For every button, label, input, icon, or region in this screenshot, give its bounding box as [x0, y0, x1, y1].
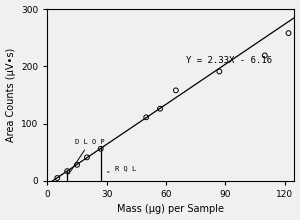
Point [85, 156, 89, 159]
Point [158, 107, 162, 110]
Point [65, 169, 70, 173]
Text: D L O P: D L O P [69, 139, 105, 174]
Text: Y = 2.33X - 6.16: Y = 2.33X - 6.16 [186, 56, 272, 65]
Point [75, 163, 80, 167]
Point [262, 54, 267, 57]
X-axis label: Mass (μg) per Sample: Mass (μg) per Sample [117, 204, 224, 214]
Point [98, 147, 103, 150]
Point [217, 70, 222, 73]
Point [286, 31, 291, 35]
Point [55, 176, 60, 180]
Point [144, 116, 148, 119]
Text: R Q L: R Q L [107, 165, 136, 172]
Point [173, 89, 178, 92]
Y-axis label: Area Counts (μV•s): Area Counts (μV•s) [6, 48, 16, 142]
